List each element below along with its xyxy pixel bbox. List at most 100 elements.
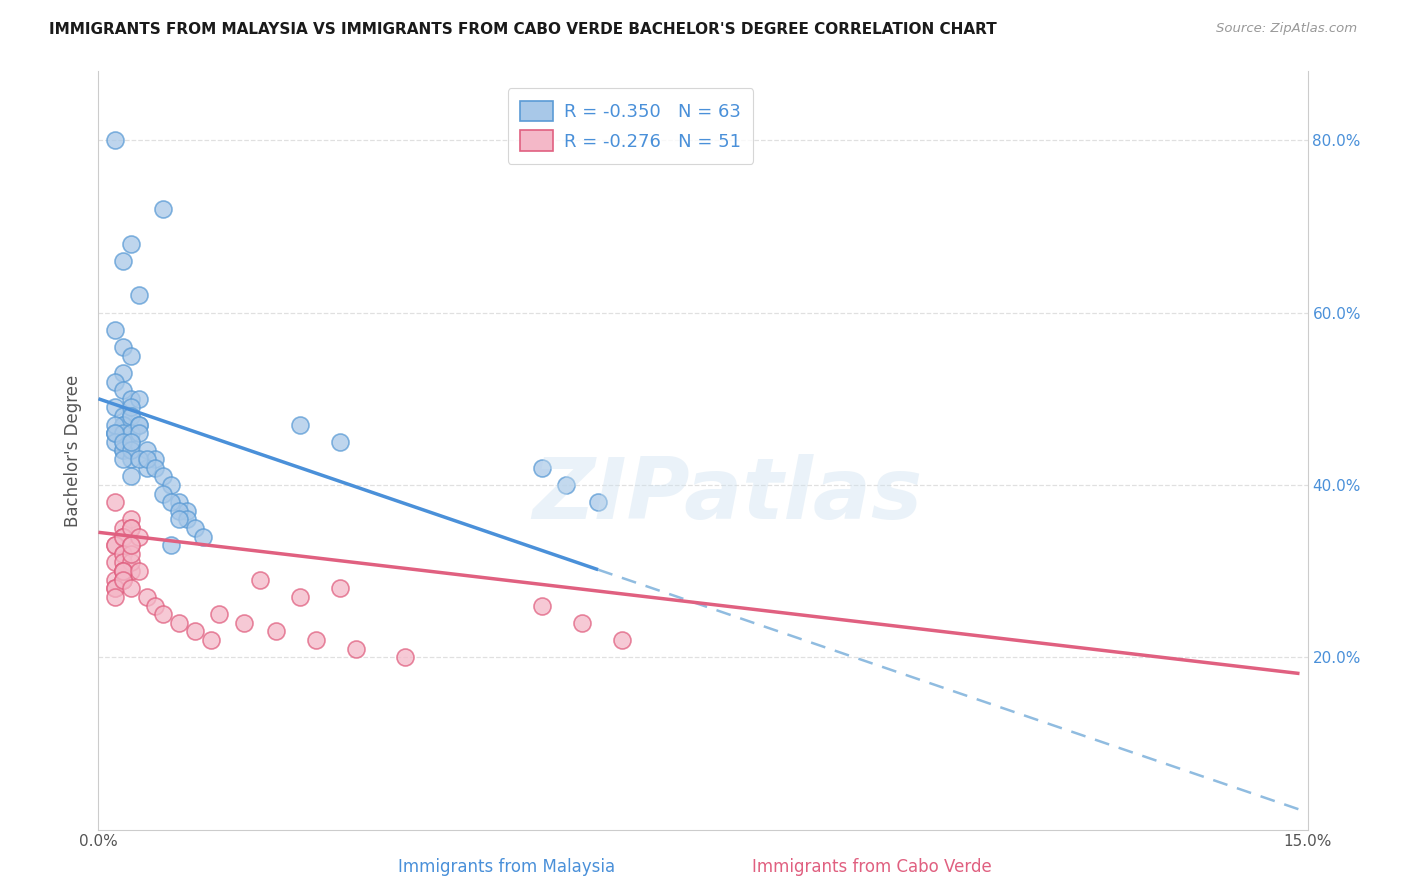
Point xyxy=(135,443,157,458)
Point xyxy=(111,383,134,397)
Point xyxy=(143,460,166,475)
Point xyxy=(111,452,134,467)
Point xyxy=(111,417,134,432)
Point xyxy=(612,633,634,648)
Point xyxy=(120,469,142,483)
Point xyxy=(111,530,134,544)
Point xyxy=(103,538,125,552)
Point xyxy=(103,538,125,552)
Point xyxy=(120,521,142,535)
Point xyxy=(232,615,254,630)
Point xyxy=(111,564,134,578)
Point xyxy=(111,443,134,458)
Point xyxy=(176,504,198,518)
Point xyxy=(128,392,150,406)
Point xyxy=(111,253,134,268)
Point xyxy=(344,641,367,656)
Point xyxy=(111,417,134,432)
Point xyxy=(264,624,287,639)
Point xyxy=(111,564,134,578)
Point xyxy=(530,460,553,475)
Point xyxy=(135,590,157,604)
Point xyxy=(120,538,142,552)
Point xyxy=(152,202,174,217)
Point xyxy=(128,564,150,578)
Point xyxy=(143,599,166,613)
Point xyxy=(128,426,150,441)
Legend: R = -0.350   N = 63, R = -0.276   N = 51: R = -0.350 N = 63, R = -0.276 N = 51 xyxy=(508,88,754,164)
Point xyxy=(120,452,142,467)
Point xyxy=(103,133,125,147)
Point xyxy=(103,495,125,509)
Point xyxy=(120,538,142,552)
Point xyxy=(120,556,142,570)
Point xyxy=(152,607,174,622)
Point xyxy=(111,340,134,354)
Point xyxy=(120,564,142,578)
Point xyxy=(135,460,157,475)
Point xyxy=(103,582,125,596)
Point xyxy=(111,573,134,587)
Point xyxy=(394,650,416,665)
Point xyxy=(167,504,190,518)
Point xyxy=(571,615,593,630)
Text: Immigrants from Malaysia: Immigrants from Malaysia xyxy=(398,858,614,876)
Point xyxy=(111,564,134,578)
Point xyxy=(111,530,134,544)
Point xyxy=(120,512,142,526)
Text: Immigrants from Cabo Verde: Immigrants from Cabo Verde xyxy=(752,858,991,876)
Text: IMMIGRANTS FROM MALAYSIA VS IMMIGRANTS FROM CABO VERDE BACHELOR'S DEGREE CORRELA: IMMIGRANTS FROM MALAYSIA VS IMMIGRANTS F… xyxy=(49,22,997,37)
Point xyxy=(555,478,578,492)
Point xyxy=(128,417,150,432)
Point xyxy=(152,486,174,500)
Point xyxy=(329,582,352,596)
Point xyxy=(530,599,553,613)
Point xyxy=(586,495,609,509)
Point xyxy=(111,426,134,441)
Point xyxy=(184,624,207,639)
Point xyxy=(103,401,125,415)
Point xyxy=(111,573,134,587)
Point xyxy=(111,530,134,544)
Point xyxy=(167,495,190,509)
Point xyxy=(128,530,150,544)
Point xyxy=(120,236,142,251)
Point xyxy=(120,434,142,449)
Point xyxy=(249,573,271,587)
Point xyxy=(111,366,134,380)
Point xyxy=(120,426,142,441)
Point xyxy=(288,590,311,604)
Point xyxy=(103,434,125,449)
Point xyxy=(103,426,125,441)
Point xyxy=(120,443,142,458)
Point xyxy=(103,556,125,570)
Point xyxy=(103,590,125,604)
Point xyxy=(329,434,352,449)
Point xyxy=(305,633,328,648)
Point xyxy=(111,556,134,570)
Point xyxy=(111,443,134,458)
Point xyxy=(120,401,142,415)
Point xyxy=(103,426,125,441)
Point xyxy=(128,288,150,302)
Point xyxy=(103,323,125,337)
Point xyxy=(208,607,231,622)
Point xyxy=(160,478,183,492)
Point xyxy=(193,530,215,544)
Point xyxy=(176,512,198,526)
Point xyxy=(103,417,125,432)
Point xyxy=(111,521,134,535)
Point xyxy=(120,409,142,423)
Point xyxy=(167,615,190,630)
Point xyxy=(143,452,166,467)
Point xyxy=(111,434,134,449)
Point xyxy=(128,452,150,467)
Point xyxy=(120,392,142,406)
Point xyxy=(103,582,125,596)
Point xyxy=(111,434,134,449)
Y-axis label: Bachelor's Degree: Bachelor's Degree xyxy=(65,375,83,526)
Point xyxy=(200,633,222,648)
Point xyxy=(103,573,125,587)
Point xyxy=(120,582,142,596)
Point xyxy=(128,417,150,432)
